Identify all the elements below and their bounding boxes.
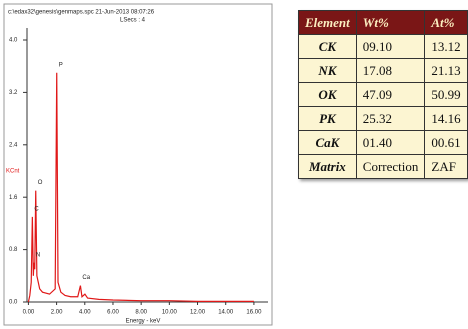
table-cell: 25.32 xyxy=(355,106,426,131)
table-cell: CK xyxy=(298,34,357,59)
table-cell: 13.12 xyxy=(424,34,468,59)
table-row: Matrix Correction ZAF xyxy=(298,154,468,179)
x-tick-label: 2.00 xyxy=(51,310,63,316)
y-tick-label: 3.2 xyxy=(9,90,18,96)
table-cell: NK xyxy=(298,58,357,83)
x-tick-label: 4.00 xyxy=(79,310,91,316)
table-cell: Element xyxy=(298,10,357,35)
y-tick-label: 2.4 xyxy=(9,142,18,148)
table-cell: 00.61 xyxy=(424,130,468,155)
table-row: NK 17.08 21.13 xyxy=(298,58,468,83)
y-tick-label: 4.0 xyxy=(9,38,18,44)
table-cell: ZAF xyxy=(424,154,468,179)
table-cell: 14.16 xyxy=(424,106,468,131)
table-cell: Correction xyxy=(355,154,426,179)
x-tick-label: 16.00 xyxy=(246,310,262,316)
table-cell: CaK xyxy=(298,130,357,155)
table-cell: PK xyxy=(298,106,357,131)
table-row: PK 25.32 14.16 xyxy=(298,106,468,131)
table-cell: Matrix xyxy=(298,154,357,179)
y-tick-label: 1.6 xyxy=(9,195,18,201)
table-cell: 01.40 xyxy=(355,130,426,155)
y-tick-label: 0.8 xyxy=(9,247,18,253)
peak-label: P xyxy=(59,62,63,68)
x-tick-label: 12.00 xyxy=(190,310,206,316)
y-axis-label: KCnt xyxy=(6,169,20,175)
x-tick-label: 8.00 xyxy=(135,310,147,316)
table-cell: At% xyxy=(424,10,468,35)
table-cell: OK xyxy=(298,82,357,107)
x-tick-label: 6.00 xyxy=(107,310,119,316)
spectrum-chart: c:\edax32\genesis\genmaps.spc 21-Jun-201… xyxy=(3,3,273,326)
table-cell: 21.13 xyxy=(424,58,468,83)
table-row: CK 09.10 13.12 xyxy=(298,34,468,59)
table-row: OK 47.09 50.99 xyxy=(298,82,468,107)
chart-title: c:\edax32\genesis\genmaps.spc 21-Jun-201… xyxy=(8,10,155,16)
x-tick-label: 10.00 xyxy=(162,310,178,316)
table-cell: Wt% xyxy=(355,10,426,35)
table-cell: 47.09 xyxy=(355,82,426,107)
peak-label: Ca xyxy=(82,275,90,281)
spectrum-line xyxy=(27,72,254,303)
table-cell: 50.99 xyxy=(424,82,468,107)
chart-frame xyxy=(3,3,273,326)
table-cell: 17.08 xyxy=(355,58,426,83)
peak-label: C xyxy=(34,206,39,212)
chart-subtitle: LSecs : 4 xyxy=(120,18,146,24)
x-axis-label: Energy - keV xyxy=(126,319,161,325)
x-tick-label: 14.00 xyxy=(218,310,234,316)
peak-label: O xyxy=(38,180,43,186)
peak-label: N xyxy=(36,252,40,258)
table-row: CaK 01.40 00.61 xyxy=(298,130,468,155)
composition-table: Element Wt% At% CK 09.10 13.12 NK 17.08 21.13 OK 4… xyxy=(298,10,468,179)
y-tick-label: 0.0 xyxy=(9,300,18,306)
x-tick-label: 0.00 xyxy=(23,310,35,316)
table-cell: 09.10 xyxy=(355,34,426,59)
